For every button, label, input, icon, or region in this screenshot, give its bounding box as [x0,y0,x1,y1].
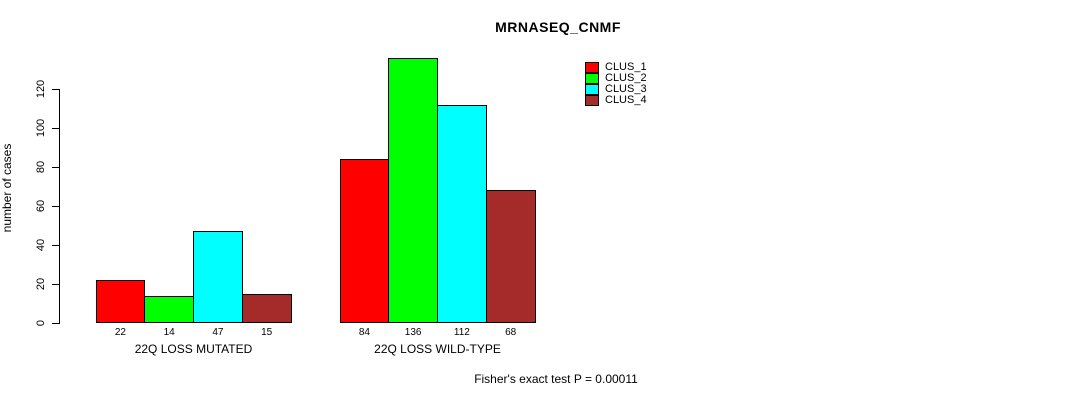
legend-item-clus_2: CLUS_2 [585,73,647,84]
fisher-test-text: Fisher's exact test P = 0.00011 [474,372,638,386]
legend-swatch [585,62,599,73]
legend: CLUS_1 CLUS_2 CLUS_3 CLUS_4 [585,62,647,106]
bar-value-label: 68 [505,327,517,338]
y-tick-label: 0 [35,319,47,327]
y-tick-mark [52,245,59,246]
y-tick-mark [52,128,59,129]
bar-clus_4 [241,293,292,323]
legend-label: CLUS_3 [605,83,647,95]
bar-value-label: 112 [453,327,470,338]
bar-value-label: 15 [261,327,273,338]
legend-label: CLUS_4 [605,94,647,106]
bar-clus_2 [144,295,194,323]
group-label: 22Q LOSS WILD-TYPE [374,342,501,356]
legend-swatch [585,95,599,106]
y-axis [59,89,60,324]
y-tick-label: 60 [35,199,47,213]
legend-swatch [585,84,599,95]
bar-value-label: 84 [358,327,370,338]
bar-clus_3 [193,231,243,323]
bar-clus_3 [437,104,487,323]
bar-clus_1 [339,159,390,323]
legend-item-clus_4: CLUS_4 [585,95,647,106]
bar-clus_2 [388,57,438,323]
y-tick-mark [52,206,59,207]
legend-swatch [585,73,599,84]
y-axis-label: number of cases [0,143,14,233]
legend-item-clus_3: CLUS_3 [585,84,647,95]
group-label: 22Q LOSS MUTATED [134,342,253,356]
y-tick-label: 40 [35,238,47,252]
y-tick-label: 100 [35,118,47,138]
y-tick-mark [52,284,59,285]
bar-value-label: 136 [404,327,422,338]
y-tick-label: 120 [35,79,47,99]
bar-clus_1 [95,280,146,323]
y-tick-label: 20 [35,277,47,291]
y-tick-label: 80 [35,160,47,174]
chart-title: MRNASEQ_CNMF [495,19,621,35]
y-tick-mark [52,167,59,168]
y-tick-mark [52,323,59,324]
bar-clus_4 [485,190,536,323]
bar-value-label: 22 [114,327,126,338]
legend-item-clus_1: CLUS_1 [585,62,647,73]
legend-label: CLUS_2 [605,72,647,84]
bar-value-label: 47 [212,327,224,338]
bar-value-label: 14 [163,327,175,338]
y-tick-mark [52,89,59,90]
legend-label: CLUS_1 [605,61,647,73]
